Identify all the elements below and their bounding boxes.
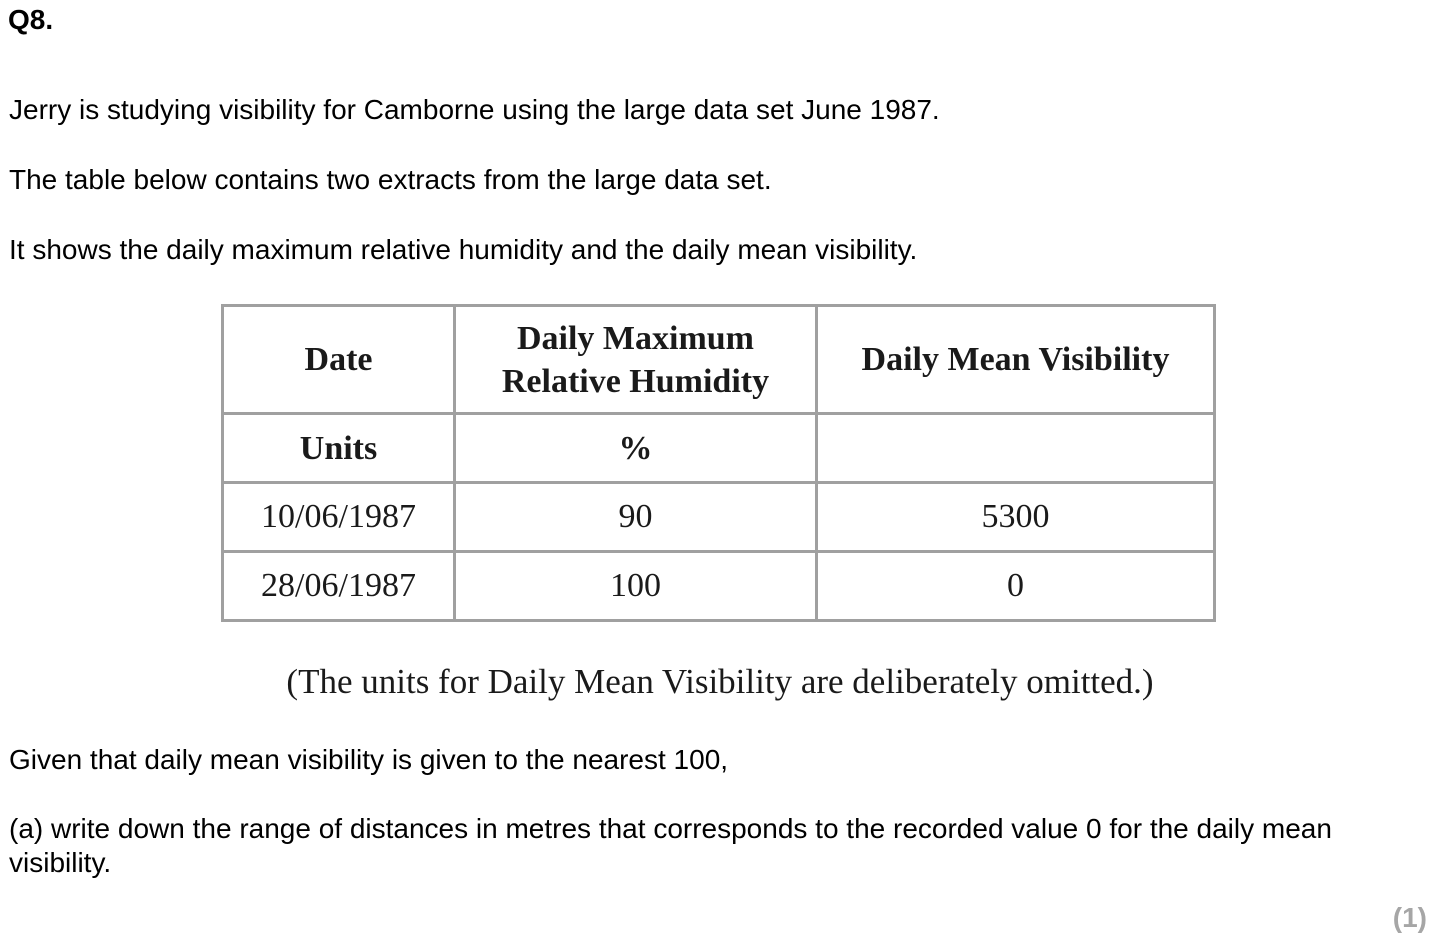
header-visibility: Daily Mean Visibility (815, 304, 1216, 415)
units-label: Units (221, 412, 456, 484)
cell-date: 10/06/1987 (221, 481, 456, 553)
cell-visibility: 0 (815, 550, 1216, 622)
units-visibility (815, 412, 1216, 484)
cell-visibility: 5300 (815, 481, 1216, 553)
marks-label: (1) (1392, 902, 1427, 933)
intro-line-3: It shows the daily maximum relative humi… (9, 234, 918, 265)
question-number: Q8. (8, 4, 54, 35)
cell-humidity: 90 (453, 481, 818, 553)
header-humidity-line-1: Daily Maximum (516, 319, 755, 357)
cell-humidity: 100 (453, 550, 818, 622)
data-extract-table: Date Daily Maximum Relative Humidity Dai… (221, 304, 1216, 622)
header-humidity-line-2: Relative Humidity (501, 362, 770, 400)
header-date: Date (221, 304, 456, 415)
part-a-question: (a) write down the range of distances in… (9, 813, 1332, 878)
units-humidity: % (453, 412, 818, 484)
header-humidity: Daily Maximum Relative Humidity (453, 304, 818, 415)
cell-date: 28/06/1987 (221, 550, 456, 622)
table-row: 28/06/1987 100 0 (221, 550, 1216, 622)
table-note: (The units for Daily Mean Visibility are… (286, 662, 1154, 701)
intro-line-1: Jerry is studying visibility for Camborn… (9, 94, 940, 125)
table-row: 10/06/1987 90 5300 (221, 481, 1216, 553)
units-row: Units % (221, 412, 1216, 484)
table-header-row: Date Daily Maximum Relative Humidity Dai… (221, 304, 1216, 415)
intro-line-2: The table below contains two extracts fr… (9, 164, 772, 195)
given-statement: Given that daily mean visibility is give… (9, 744, 729, 775)
